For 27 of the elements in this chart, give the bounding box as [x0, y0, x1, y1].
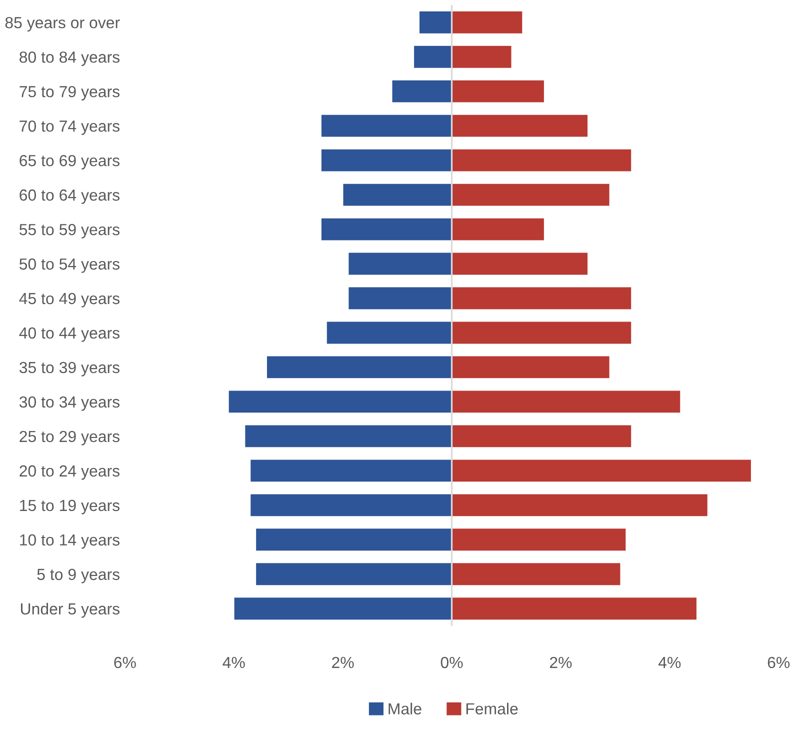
x-tick-label: 4% [658, 656, 681, 668]
y-tick-label: 35 to 39 years [19, 362, 120, 376]
y-tick-label: 40 to 44 years [19, 327, 120, 342]
y-tick-label: Under 5 years [20, 602, 120, 618]
y-tick-label: 60 to 64 years [20, 189, 120, 204]
y-tick-label: 10 to 14 years [20, 534, 120, 549]
y-tick-label: 70 to 74 years [20, 120, 120, 135]
x-tick-label: 6% [114, 656, 136, 668]
y-tick-label: 45 to 49 years [19, 292, 120, 308]
x-tick-label: 4% [222, 656, 245, 668]
y-tick-label: 25 to 29 years [20, 430, 120, 446]
y-tick-label: 65 to 69 years [20, 154, 120, 170]
legend-label: Female [466, 702, 518, 714]
y-tick-label: 20 to 24 years [20, 465, 120, 480]
x-tick-label: 0% [440, 656, 463, 668]
y-tick-label: 85 years or over [5, 17, 120, 32]
y-tick-label: 55 to 59 years [19, 224, 120, 238]
legend-label: Male [388, 702, 422, 714]
y-tick-label: 80 to 84 years [20, 51, 120, 66]
x-tick-label: 6% [768, 656, 790, 668]
y-tick-label: 30 to 34 years [19, 396, 120, 411]
y-tick-label: 75 to 79 years [20, 86, 120, 100]
y-tick-label: 50 to 54 years [19, 258, 120, 273]
x-tick-label: 2% [332, 656, 354, 668]
y-tick-label: 5 to 9 years [37, 568, 120, 584]
x-tick-label: 2% [550, 656, 572, 668]
y-tick-label: 15 to 19 years [20, 500, 120, 514]
